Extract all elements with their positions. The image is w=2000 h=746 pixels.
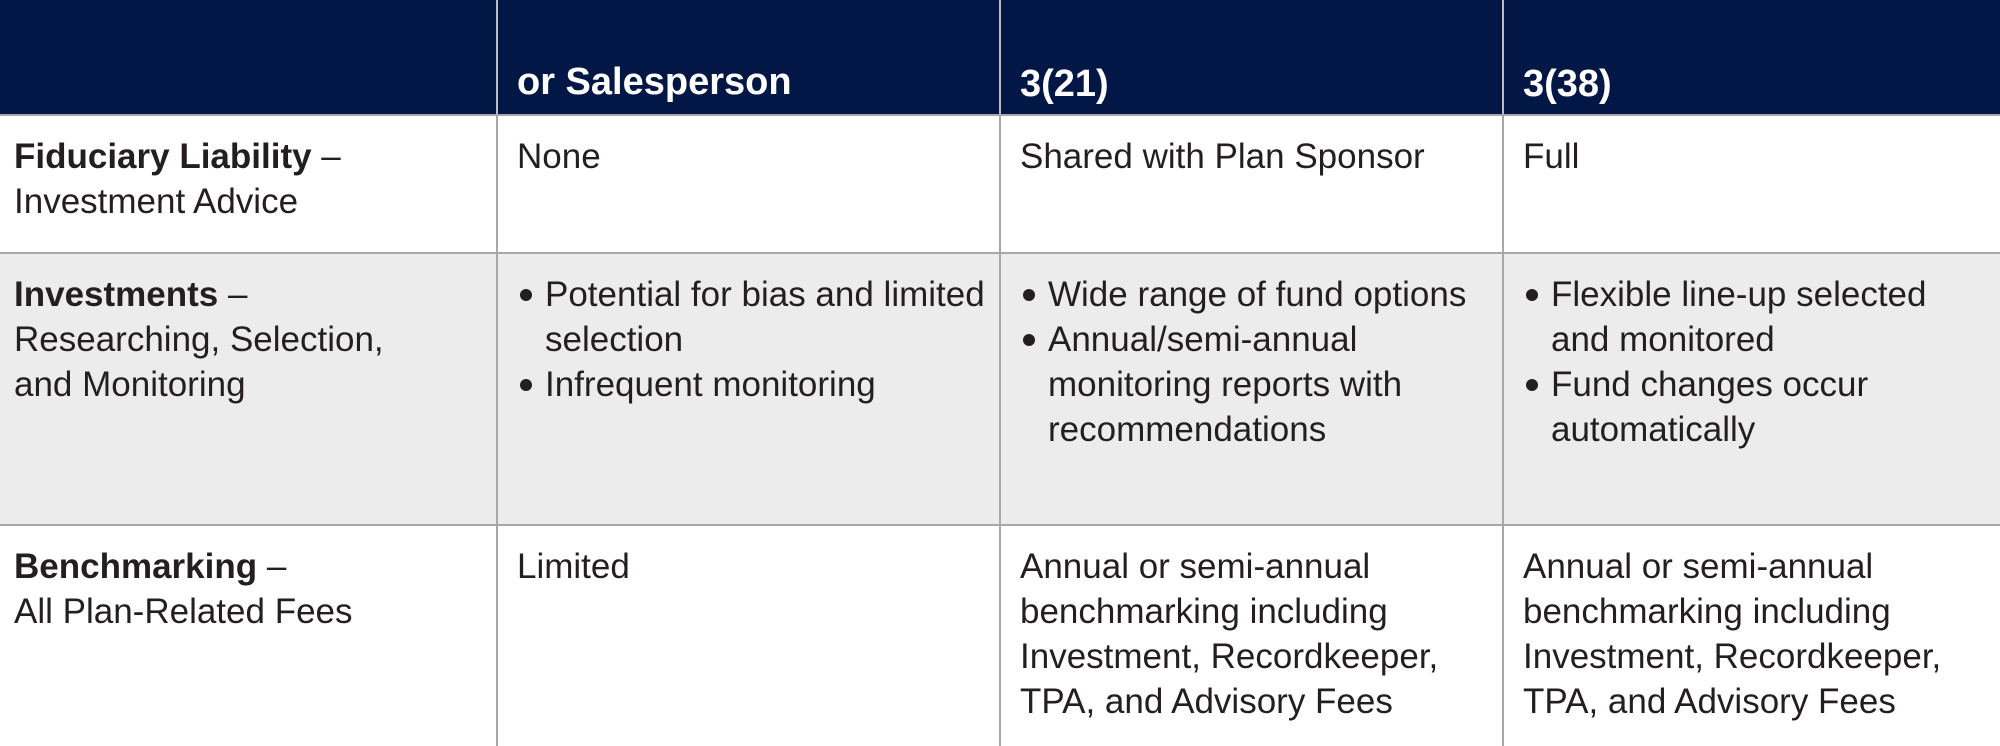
cell-3-21: Shared with Plan Sponsor [1020,137,1425,176]
table-header: Typical Brokeror Salesperson 3(21) 3(38) [0,0,2000,114]
table-row-benchmarking: Benchmarking – All Plan-Related Fees Lim… [0,524,2000,746]
column-divider [999,116,1001,252]
bullet-list: Potential for bias and limited selection… [517,272,990,407]
cell-3-21: Wide range of fund options Annual/semi-a… [1000,254,1503,524]
cell-3-38: Full [1523,137,1580,176]
header-divider [1502,0,1504,114]
cell-broker: Potential for bias and limited selection… [497,254,1000,524]
bullet-list: Wide range of fund options Annual/semi-a… [1020,272,1493,452]
table-row-investments: Investments – Researching, Selection, an… [0,252,2000,524]
row-label-rest-line2: and Monitoring [14,365,246,404]
row-label-bold: Investments [14,275,219,314]
cell-3-38: Flexible line-up selected and monitored … [1503,254,2000,524]
row-label-dash: – [257,547,287,586]
column-divider [1502,526,1504,746]
header-typical-broker: Typical Brokeror Salesperson [497,0,1000,114]
bullet-item: Annual/semi-annual monitoring reports wi… [1020,317,1493,452]
bullet-list: Flexible line-up selected and monitored … [1523,272,1990,452]
column-divider [999,526,1001,746]
header-3-38: 3(38) [1523,63,1612,105]
header-3-21: 3(21) [1020,63,1109,105]
bullet-item: Infrequent monitoring [517,362,990,407]
cell-3-38: Annual or semi-annual benchmarking inclu… [1523,547,1942,721]
row-label-dash: – [311,137,341,176]
row-label: Benchmarking – All Plan-Related Fees [0,526,497,746]
row-label-rest: Investment Advice [14,182,299,221]
column-divider [496,254,498,524]
header-broker-line2: or Salesperson [517,61,792,103]
column-divider [999,254,1001,524]
column-divider [496,526,498,746]
table-row-fiduciary-liability: Fiduciary Liability – Investment Advice … [0,114,2000,252]
column-divider [1502,116,1504,252]
row-label-bold: Fiduciary Liability [14,137,312,176]
row-label-rest: All Plan-Related Fees [14,592,353,631]
bullet-item: Fund changes occur automatically [1523,362,1990,452]
row-label-rest-line1: Researching, Selection, [14,320,384,359]
cell-broker: None [517,137,601,176]
row-label-dash: – [218,275,248,314]
row-label: Investments – Researching, Selection, an… [0,254,497,524]
row-label: Fiduciary Liability – Investment Advice [0,116,497,252]
cell-3-21: Annual or semi-annual benchmarking inclu… [1020,547,1439,721]
column-divider [496,116,498,252]
bullet-item: Wide range of fund options [1020,272,1493,317]
cell-broker: Limited [517,547,630,586]
bullet-item: Potential for bias and limited selection [517,272,990,362]
column-divider [1502,254,1504,524]
header-divider [999,0,1001,114]
bullet-item: Flexible line-up selected and monitored [1523,272,1990,362]
header-divider [496,0,498,114]
row-label-bold: Benchmarking [14,547,258,586]
header-empty-cell [0,0,497,114]
